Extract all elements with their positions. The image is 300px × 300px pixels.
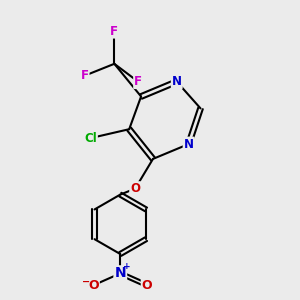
Text: −: − (82, 277, 90, 287)
Text: F: F (110, 25, 118, 38)
Text: O: O (88, 279, 99, 292)
Text: +: + (123, 262, 130, 271)
Text: N: N (115, 266, 126, 280)
Text: F: F (134, 75, 142, 88)
Text: O: O (130, 182, 140, 195)
Text: Cl: Cl (84, 132, 97, 145)
Text: N: N (172, 75, 182, 88)
Text: N: N (184, 138, 194, 151)
Text: F: F (81, 69, 88, 82)
Text: O: O (142, 279, 152, 292)
